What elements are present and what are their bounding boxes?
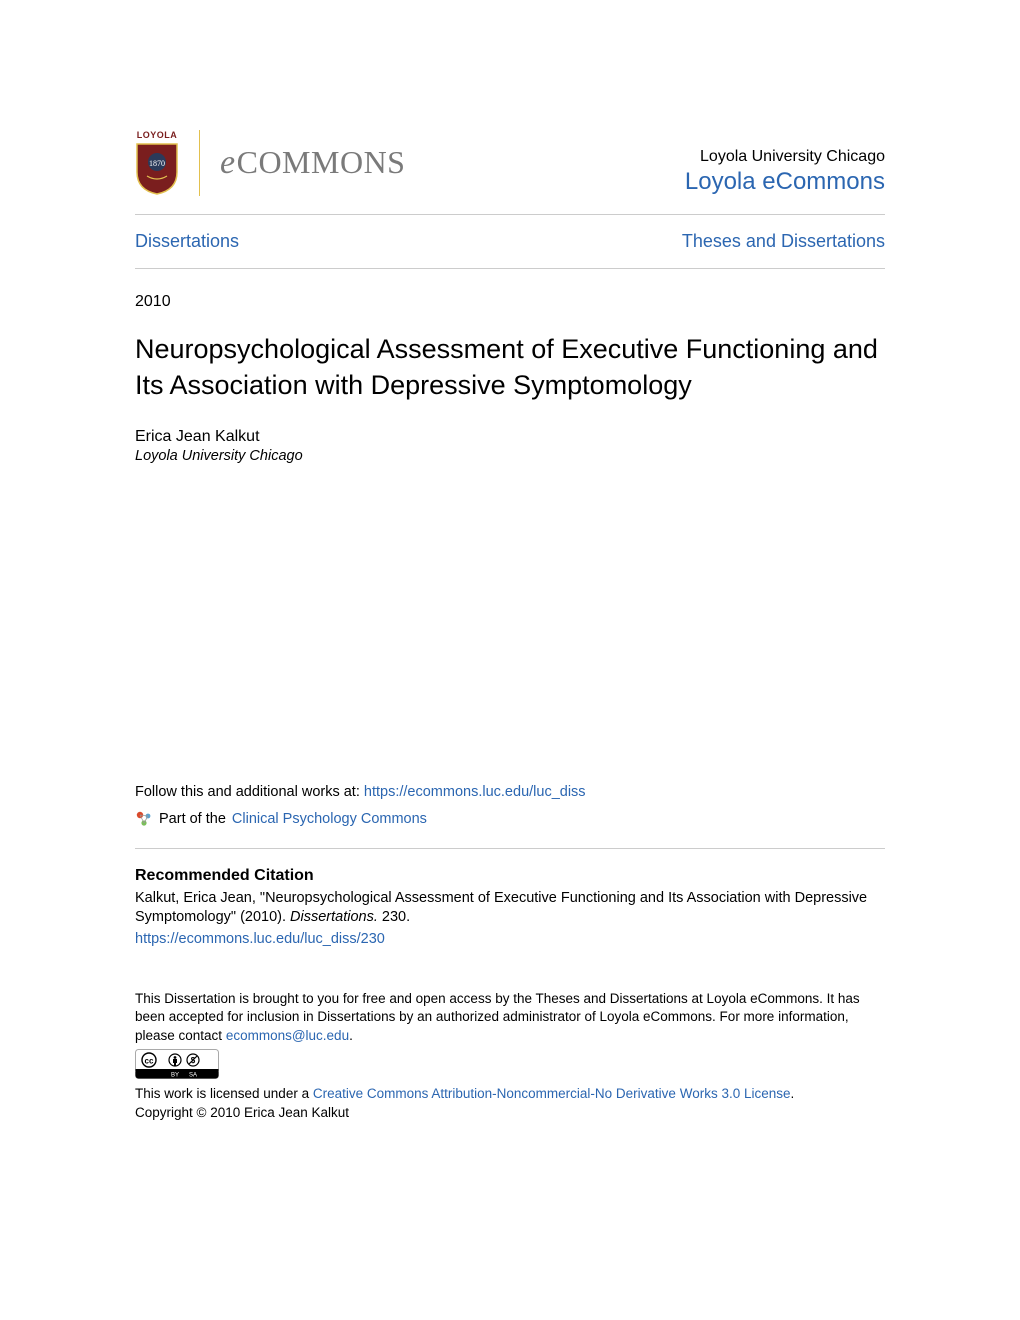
author-name: Erica Jean Kalkut	[135, 428, 885, 446]
partof-line: Part of the Clinical Psychology Commons	[135, 810, 885, 828]
shield-icon: 1870	[135, 142, 179, 196]
ecommons-rest: COMMONS	[237, 144, 406, 181]
svg-text:cc: cc	[145, 1057, 154, 1066]
license-after: .	[791, 1086, 795, 1101]
citation-series: Dissertations.	[290, 909, 378, 925]
ecommons-e: e	[220, 144, 236, 182]
cc-badge-icon: cc $ BY SA	[135, 1049, 219, 1079]
discipline-link[interactable]: Clinical Psychology Commons	[232, 811, 427, 827]
follow-prefix: Follow this and additional works at:	[135, 784, 364, 800]
copyright-notice: Copyright © 2010 Erica Jean Kalkut	[135, 1104, 885, 1123]
follow-block: Follow this and additional works at: htt…	[135, 784, 885, 1123]
header-right: Loyola University Chicago Loyola eCommon…	[685, 148, 885, 196]
partof-prefix: Part of the	[159, 811, 226, 827]
contact-email-link[interactable]: ecommons@luc.edu	[226, 1028, 349, 1043]
page-header: LOYOLA 1870 eCOMMONS Loyola University C…	[135, 130, 885, 214]
ecommons-logo: eCOMMONS	[220, 144, 405, 182]
follow-url-link[interactable]: https://ecommons.luc.edu/luc_diss	[364, 784, 586, 800]
shield-label: LOYOLA	[137, 130, 178, 140]
divider-citation	[135, 848, 885, 849]
svg-text:1870: 1870	[149, 159, 165, 168]
document-title: Neuropsychological Assessment of Executi…	[135, 331, 885, 404]
logo-block: LOYOLA 1870 eCOMMONS	[135, 130, 405, 196]
parent-collection-link[interactable]: Theses and Dissertations	[682, 231, 885, 252]
citation-text: Kalkut, Erica Jean, "Neuropsychological …	[135, 889, 885, 950]
collection-link[interactable]: Dissertations	[135, 231, 239, 252]
network-icon	[135, 810, 153, 828]
recommended-citation-heading: Recommended Citation	[135, 867, 885, 885]
logo-divider	[199, 130, 200, 196]
university-name: Loyola University Chicago	[685, 148, 885, 166]
cc-license-badge[interactable]: cc $ BY SA	[135, 1049, 219, 1083]
svg-text:SA: SA	[189, 1073, 197, 1079]
citation-before: Kalkut, Erica Jean, "Neuropsychological …	[135, 890, 867, 926]
license-statement: This work is licensed under a Creative C…	[135, 1085, 885, 1104]
repository-link[interactable]: Loyola eCommons	[685, 168, 885, 195]
loyola-shield: LOYOLA 1870	[135, 130, 179, 196]
publication-year: 2010	[135, 269, 885, 331]
license-link[interactable]: Creative Commons Attribution-Noncommerci…	[313, 1086, 791, 1101]
svg-text:BY: BY	[171, 1073, 179, 1079]
license-prefix: This work is licensed under a	[135, 1086, 313, 1101]
access-after: .	[349, 1028, 353, 1043]
citation-after: 230.	[378, 909, 410, 925]
access-statement: This Dissertation is brought to you for …	[135, 990, 885, 1046]
citation-url-link[interactable]: https://ecommons.luc.edu/luc_diss/230	[135, 930, 885, 950]
follow-line: Follow this and additional works at: htt…	[135, 784, 885, 800]
author-affiliation: Loyola University Chicago	[135, 448, 885, 464]
breadcrumb-row: Dissertations Theses and Dissertations	[135, 215, 885, 268]
